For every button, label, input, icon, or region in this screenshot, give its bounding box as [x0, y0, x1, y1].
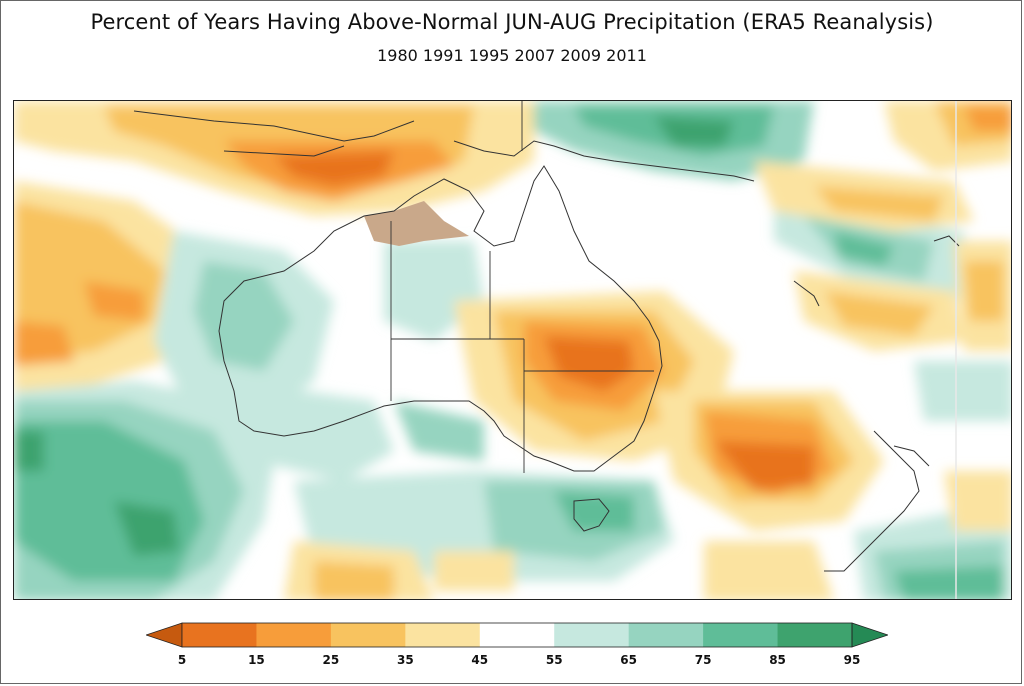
colorbar-tick-label: 95	[843, 653, 861, 667]
colorbar-cell	[330, 623, 406, 647]
precipitation-map	[13, 100, 1012, 600]
colorbar-cell	[554, 623, 630, 647]
missing-data-patch	[364, 201, 469, 246]
colorbar-cell	[182, 623, 257, 647]
map-canvas	[14, 101, 1011, 599]
colorbar-cell	[628, 623, 704, 647]
colorbar-tick-label: 35	[396, 653, 414, 667]
colorbar-tick-label: 85	[769, 653, 786, 667]
colorbar-tick-label: 45	[471, 653, 489, 667]
colorbar-cell	[479, 623, 555, 647]
colorbar-tick-label: 5	[177, 653, 187, 667]
colorbar-cell	[703, 623, 779, 647]
state-borders	[390, 101, 654, 473]
colorbar-cell	[777, 623, 853, 647]
coastlines	[133, 110, 960, 572]
map-subtitle: 1980 1991 1995 2007 2009 2011	[377, 46, 647, 65]
colorbar-over-arrow	[851, 622, 888, 648]
colorbar-tick-label: 65	[620, 653, 638, 667]
colorbar-tick-label: 25	[322, 653, 340, 667]
colorbar	[146, 622, 888, 648]
colorbar-under-arrow	[146, 622, 183, 648]
colorbar-tick-label: 55	[545, 653, 563, 667]
colorbar-outline	[181, 622, 853, 648]
colorbar-cells	[182, 623, 853, 647]
colorbar-tick-label: 75	[694, 653, 712, 667]
colorbar-cell	[405, 623, 481, 647]
colorbar-cell	[256, 623, 332, 647]
map-title: Percent of Years Having Above-Normal JUN…	[90, 10, 934, 34]
colorbar-tick-label: 15	[248, 653, 265, 667]
